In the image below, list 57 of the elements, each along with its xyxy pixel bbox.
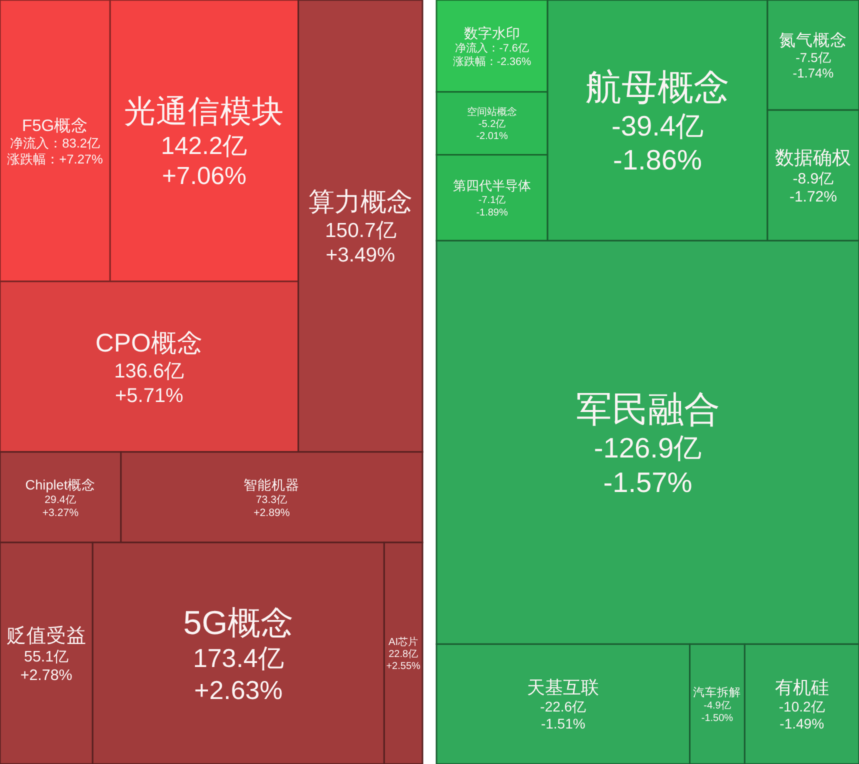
tile-name: 有机硅 <box>774 678 829 698</box>
tile-change: -1.57% <box>603 466 692 498</box>
tile-inflow: 173.4亿 <box>193 645 284 674</box>
tile-inflow: -7.1亿 <box>478 195 506 206</box>
tile-inflow: -126.9亿 <box>594 432 702 464</box>
tile-change: 涨跌幅：+7.27% <box>7 151 103 166</box>
tile-name: 数字水印 <box>464 26 520 41</box>
tile-change: -1.86% <box>613 144 702 176</box>
tile-inflow: 136.6亿 <box>114 360 184 382</box>
tile-name: 航母概念 <box>586 66 730 108</box>
tile-name: 光通信模块 <box>124 93 284 130</box>
tile-change: +3.27% <box>42 506 79 519</box>
tile-change: -1.72% <box>789 188 837 206</box>
tile-name: 汽车拆解 <box>693 687 742 700</box>
tile-change: -1.50% <box>701 712 734 724</box>
tile-name: CPO概念 <box>95 330 203 358</box>
tile-inflow: 55.1亿 <box>24 648 69 666</box>
tile-name: 数据确权 <box>775 148 852 170</box>
tile-inflow: -7.5亿 <box>796 50 831 65</box>
tile-name: 第四代半导体 <box>453 178 532 194</box>
tile-change: +2.63% <box>194 676 283 705</box>
tile-change: +7.06% <box>162 163 246 190</box>
tile-inflow: 22.8亿 <box>388 649 418 660</box>
tile-change: +2.55% <box>386 661 420 672</box>
tile-name: 氮气概念 <box>779 31 848 50</box>
tile-name: 贬值受益 <box>6 624 86 647</box>
tile-change: +2.78% <box>20 666 72 684</box>
tile-name: Chiplet概念 <box>25 477 96 492</box>
tile-inflow: -10.2亿 <box>778 698 825 715</box>
tile-inflow: -5.2亿 <box>478 119 506 130</box>
tile-change: +2.89% <box>254 506 290 519</box>
tile-inflow: 142.2亿 <box>160 132 248 160</box>
tile-inflow: 净流入：83.2亿 <box>10 136 100 151</box>
tile-name: 军民融合 <box>576 388 720 430</box>
tile-inflow: 净流入：-7.6亿 <box>455 42 529 55</box>
tile-inflow: -8.9亿 <box>792 170 834 188</box>
tile-name: 算力概念 <box>308 186 412 217</box>
tile-change: -2.01% <box>476 131 508 142</box>
tile-change: -1.49% <box>780 716 824 732</box>
tile-change: -1.89% <box>476 207 508 218</box>
tile-name: 智能机器 <box>244 477 300 492</box>
tile-change: 涨跌幅：-2.36% <box>452 56 532 68</box>
tile-name: 5G概念 <box>183 604 294 642</box>
tile-name: 天基互联 <box>527 678 600 698</box>
tile-name: 空间站概念 <box>467 106 518 118</box>
tile-change: -1.74% <box>792 66 834 81</box>
tile-inflow: 29.4亿 <box>44 494 76 506</box>
tile-inflow: 150.7亿 <box>325 220 396 242</box>
tile-name: F5G概念 <box>22 117 88 136</box>
tile-inflow: 73.3亿 <box>256 494 288 506</box>
tile-inflow: -22.6亿 <box>540 698 586 715</box>
tile-inflow: -39.4亿 <box>612 110 704 142</box>
tile-change: +5.71% <box>114 384 184 407</box>
tile-change: +3.49% <box>326 244 396 267</box>
tile-name: AI芯片 <box>388 636 418 648</box>
tile-inflow: -4.9亿 <box>704 700 731 712</box>
tile-change: -1.51% <box>540 716 586 732</box>
